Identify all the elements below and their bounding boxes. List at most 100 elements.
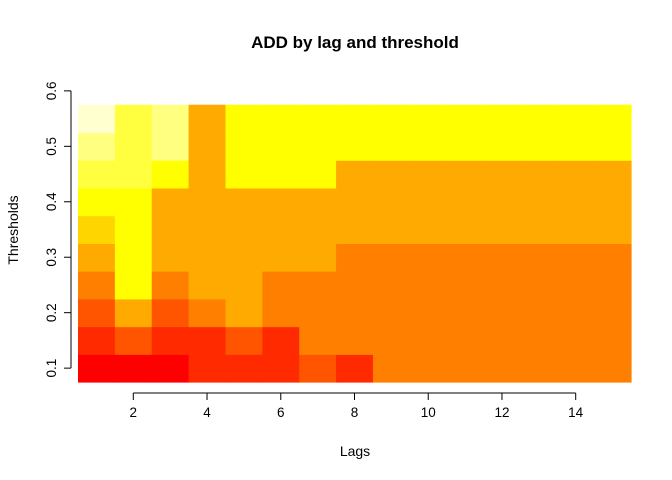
heatmap-cell [483,271,521,300]
heatmap-cell [225,187,263,217]
y-tick-label: 0.1 [44,359,59,378]
heatmap-cell [225,298,263,328]
heatmap-cell [78,354,116,383]
heatmap-cell [188,326,227,355]
heatmap-cell [372,298,411,328]
heatmap-cell [446,354,485,383]
y-tick-label: 0.6 [44,81,59,100]
heatmap-cell [520,354,558,383]
heatmap-cell [262,160,300,189]
heatmap-cell [78,326,116,355]
heatmap-cell [372,215,411,244]
heatmap-cell [557,160,595,189]
heatmap-cell [225,354,263,383]
heatmap-cell [299,160,337,189]
heatmap-cell [188,187,227,217]
heatmap-cell [520,215,558,244]
heatmap-cell [372,187,411,217]
heatmap-cell [446,215,485,244]
heatmap-cell [188,354,227,383]
heatmap-cell [336,354,374,383]
heatmap-cell [78,298,116,328]
heatmap-cell [299,215,337,244]
heatmap-cell [520,104,558,134]
heatmap-cell [557,298,595,328]
heatmap-cell [78,132,116,161]
heatmap-cell [299,298,337,328]
heatmap-cell [594,215,632,244]
heatmap-cell [151,298,190,328]
heatmap-cell [336,243,374,272]
heatmap-cell [262,271,300,300]
heatmap-cell [409,160,448,189]
heatmap-cell [225,326,263,355]
heatmap-cell [483,160,521,189]
heatmap-cell [520,271,558,300]
heatmap-cell [446,187,485,217]
heatmap-cell [483,243,521,272]
heatmap-cell [372,326,411,355]
x-tick-label: 6 [277,405,285,420]
heatmap-cell [520,243,558,272]
heatmap-cell [483,132,521,161]
heatmap-cell [520,160,558,189]
heatmap-cell [262,104,300,134]
heatmap-cell [557,354,595,383]
heatmap-cell [78,104,116,134]
heatmap-cell [225,104,263,134]
heatmap-cell [594,187,632,217]
heatmap-cell [78,271,116,300]
heatmap-cell [299,243,337,272]
heatmap-cell [446,326,485,355]
heatmap-cell [299,187,337,217]
heatmap-cell [336,104,374,134]
heatmap-cell [114,298,153,328]
heatmap-cell [372,160,411,189]
heatmap-cell [372,243,411,272]
heatmap-cell [372,104,411,134]
heatmap-cell [446,132,485,161]
chart-title: ADD by lag and threshold [251,33,459,52]
heatmap-cell [188,298,227,328]
heatmap-cell [114,132,153,161]
heatmap-cell [483,215,521,244]
heatmap-cell [114,160,153,189]
heatmap-cell [594,298,632,328]
heatmap-cell [188,243,227,272]
heatmap-cells [78,104,632,383]
heatmap-cell [262,187,300,217]
heatmap-cell [336,298,374,328]
x-axis-label: Lags [340,443,370,459]
heatmap-cell [446,243,485,272]
heatmap-cell [557,132,595,161]
heatmap-cell [78,215,116,244]
heatmap-cell [262,215,300,244]
heatmap-cell [299,326,337,355]
heatmap-cell [594,104,632,134]
heatmap-cell [409,243,448,272]
heatmap-cell [446,298,485,328]
heatmap-cell [520,298,558,328]
heatmap-cell [262,354,300,383]
heatmap-cell [483,104,521,134]
heatmap-cell [299,132,337,161]
heatmap-cell [188,104,227,134]
x-tick-label: 10 [421,405,436,420]
heatmap-cell [557,243,595,272]
heatmap-cell [557,215,595,244]
heatmap-cell [409,187,448,217]
heatmap-cell [151,326,190,355]
heatmap-cell [336,271,374,300]
heatmap-cell [409,132,448,161]
x-tick-label: 12 [494,405,509,420]
heatmap-cell [225,160,263,189]
heatmap-cell [520,326,558,355]
heatmap-cell [409,271,448,300]
heatmap-cell [446,271,485,300]
heatmap-cell [114,354,153,383]
heatmap-cell [114,271,153,300]
heatmap-cell [188,132,227,161]
heatmap-cell [594,354,632,383]
x-tick-label: 14 [568,405,584,420]
